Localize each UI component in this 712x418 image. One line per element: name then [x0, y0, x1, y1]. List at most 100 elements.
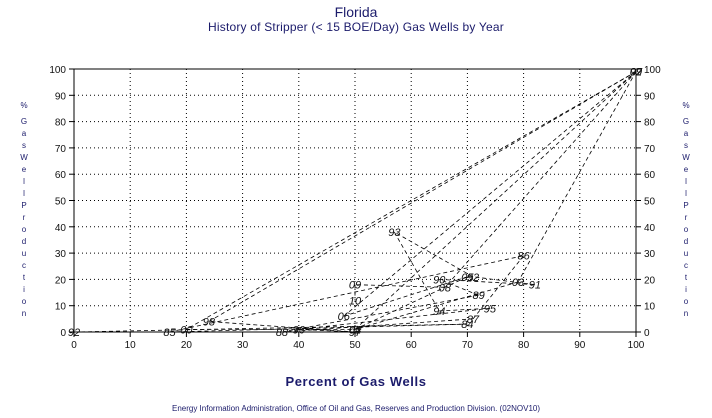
y-axis-label-char: t — [684, 273, 688, 282]
y-tick-label-left: 90 — [55, 91, 67, 102]
point-label: 89 — [473, 290, 485, 302]
y-axis-label-char: i — [685, 285, 687, 294]
point-label: 03 — [512, 277, 525, 289]
point-label: 09 — [349, 280, 361, 292]
series-segment — [444, 71, 637, 288]
point-label: 92 — [68, 327, 80, 339]
y-tick-label-left: 60 — [55, 170, 67, 181]
point-label: 93 — [388, 227, 401, 239]
series-segment — [439, 279, 479, 296]
y-tick-label-right: 20 — [644, 275, 656, 286]
y-axis-label-char: G — [20, 117, 28, 126]
y-axis-label-char: o — [683, 297, 689, 306]
x-axis-label: Percent of Gas Wells — [285, 374, 427, 389]
x-tick-label: 90 — [574, 340, 586, 351]
x-tick-label: 70 — [462, 340, 474, 351]
x-tick-label: 50 — [349, 340, 361, 351]
y-axis-label-char: P — [683, 201, 689, 210]
y-axis-label-char: W — [20, 153, 28, 162]
y-axis-label-char: r — [22, 213, 26, 222]
y-axis-label-char: G — [682, 117, 690, 126]
series-segment — [439, 307, 490, 312]
y-axis-label-char: u — [21, 249, 27, 258]
y-tick-label-left: 40 — [55, 223, 67, 234]
y-axis-label-char: t — [22, 273, 26, 282]
footer-credit: Energy Information Administration, Offic… — [171, 404, 541, 413]
point-label: 87 — [467, 314, 480, 326]
x-tick-label: 0 — [71, 340, 77, 351]
y-axis-label-char: o — [21, 225, 27, 234]
y-tick-label-right: 60 — [644, 170, 656, 181]
series-segment — [343, 276, 468, 317]
series-segment — [281, 318, 474, 333]
y-axis-label-char: % — [682, 101, 690, 110]
point-label: 91 — [529, 280, 541, 292]
x-tick-label: 20 — [181, 340, 193, 351]
point-label: 97 — [349, 327, 362, 339]
y-axis-label-char: e — [21, 165, 27, 174]
y-axis-label-char: s — [684, 141, 688, 150]
point-label: 01 — [349, 324, 361, 336]
point-label: 98 — [203, 316, 216, 328]
y-tick-label-left: 80 — [55, 118, 67, 129]
y-axis-label-char: c — [22, 261, 26, 270]
y-tick-label-left: 20 — [55, 275, 67, 286]
point-label: 92 — [467, 272, 479, 284]
y-axis-label-char: P — [21, 201, 27, 210]
series-segment — [208, 71, 637, 322]
series-segment — [298, 328, 356, 333]
point-label: 94 — [433, 306, 445, 318]
series-segment — [73, 323, 468, 333]
point-label: 04 — [349, 324, 361, 336]
series-segment — [354, 284, 445, 288]
y-tick-label-left: 0 — [60, 328, 66, 339]
point-label: 02 — [630, 67, 642, 79]
point-label: 84 — [461, 319, 473, 331]
y-axis-label-char: a — [683, 129, 689, 138]
y-tick-label-right: 10 — [644, 302, 656, 313]
y-tick-label-left: 100 — [49, 65, 66, 76]
point-label: 86 — [517, 251, 530, 263]
chart-title: Florida — [334, 4, 378, 20]
y-tick-label-right: 70 — [644, 144, 656, 155]
y-tick-label-right: 50 — [644, 197, 656, 208]
series-segment — [281, 294, 479, 333]
x-tick-label: 60 — [406, 340, 418, 351]
y-axis-label-char: u — [683, 249, 689, 258]
y-axis-label-char: e — [683, 165, 689, 174]
y-tick-label-right: 100 — [644, 65, 661, 76]
y-tick-label-right: 30 — [644, 249, 656, 260]
y-axis-label-char: l — [685, 177, 687, 186]
y-axis-label-char: l — [685, 189, 687, 198]
point-label: 88 — [276, 327, 289, 339]
y-tick-label-right: 90 — [644, 91, 656, 102]
point-label: 10 — [349, 295, 362, 307]
y-axis-label-char: n — [21, 309, 27, 318]
y-axis-label-char: r — [684, 213, 688, 222]
y-tick-label-left: 10 — [55, 302, 67, 313]
series-segment — [472, 276, 535, 286]
point-label: 00 — [180, 324, 193, 336]
series-segment — [517, 71, 637, 283]
grid — [74, 69, 636, 332]
y-axis-label-char: n — [683, 309, 689, 318]
point-label: 06 — [338, 311, 351, 323]
y-axis-label-char: a — [21, 129, 27, 138]
y-axis-label-char: % — [20, 101, 28, 110]
y-tick-label-right: 0 — [644, 328, 650, 339]
y-tick-label-right: 80 — [644, 118, 656, 129]
y-axis-label-char: o — [683, 225, 689, 234]
series-segment — [186, 71, 637, 330]
y-tick-label-right: 40 — [644, 223, 656, 234]
point-label: 85 — [163, 327, 176, 339]
x-tick-label: 40 — [293, 340, 305, 351]
point-label: 08 — [439, 282, 452, 294]
y-tick-label-left: 70 — [55, 144, 67, 155]
series-lines — [73, 71, 637, 333]
y-axis-label-char: c — [684, 261, 688, 270]
point-label: 07 — [630, 67, 643, 79]
point-label: 95 — [484, 303, 497, 315]
